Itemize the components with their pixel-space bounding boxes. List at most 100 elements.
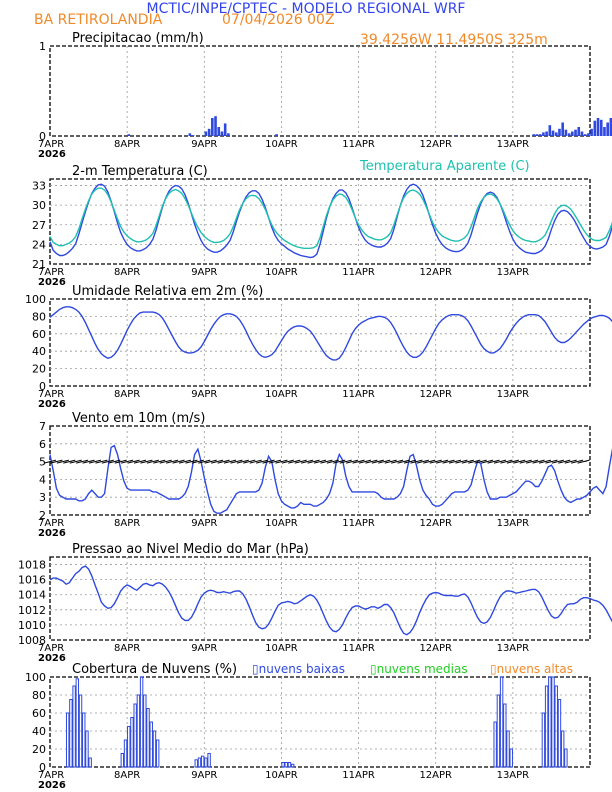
plot-frame — [49, 425, 591, 516]
wind-barb — [281, 459, 294, 464]
wind-barb — [140, 459, 153, 464]
y-tick-label: 0 — [39, 130, 46, 143]
x-tick-label: 9APR — [191, 518, 217, 529]
y-tick-label: 60 — [32, 328, 46, 341]
wind-barb — [442, 459, 455, 464]
plot-frame — [49, 298, 591, 387]
y-tick-label: 2 — [39, 509, 46, 522]
wind-barb — [217, 459, 230, 464]
wind-barb — [384, 459, 397, 464]
wind-barb — [500, 459, 513, 464]
cloud-bar — [136, 694, 141, 768]
wind-barb — [230, 459, 243, 464]
wind-barb — [545, 459, 558, 464]
cloud-bar — [123, 739, 128, 768]
y-tick-label: 1014 — [18, 589, 46, 602]
precip-bar — [561, 122, 564, 136]
wind-barb — [146, 459, 159, 464]
precip-bar — [574, 129, 577, 136]
x-tick-label: 10APR — [265, 139, 298, 150]
y-tick-label: 4 — [39, 473, 46, 486]
wind-barb — [410, 459, 423, 464]
x-tick-label: 10APR — [265, 389, 298, 400]
precip-bar — [606, 122, 609, 136]
wind-barb — [95, 459, 108, 464]
wind-barb — [358, 459, 372, 464]
wind-barb — [294, 459, 307, 464]
cloud-bar — [204, 757, 208, 768]
precip-bar — [551, 130, 555, 136]
cloud-bar — [281, 762, 285, 768]
x-year-label: 2026 — [38, 149, 66, 160]
precip-bar — [207, 128, 211, 136]
precip-bar — [558, 128, 561, 136]
y-tick-label: 27 — [32, 219, 46, 232]
legend-low-clouds: ▯nuvens baixas — [252, 662, 345, 676]
cloud-bar — [146, 708, 150, 768]
y-tick-label: 1016 — [18, 574, 46, 587]
cloud-bar — [72, 685, 76, 768]
wind-barb — [429, 459, 442, 464]
precip-bar — [275, 134, 278, 136]
wind-barb — [268, 459, 282, 464]
precip-bar — [211, 118, 214, 136]
y-tick-label: 40 — [32, 725, 46, 738]
x-tick-label: 13APR — [497, 389, 530, 400]
y-tick-label: 0 — [39, 761, 46, 774]
y-tick-label: 100 — [25, 293, 46, 306]
plot-frame — [49, 676, 591, 768]
wind-barb — [108, 459, 121, 464]
precip-bar — [590, 128, 593, 136]
plot-frame — [49, 556, 591, 641]
cloud-bar — [509, 748, 513, 768]
y-tick-label: 7 — [39, 420, 46, 433]
x-tick-label: 10APR — [265, 643, 298, 654]
wind-barb — [513, 459, 526, 464]
wind-barb — [211, 459, 224, 464]
precip-bar — [596, 118, 600, 136]
panel-4 — [49, 556, 612, 641]
x-tick-label: 8APR — [114, 267, 140, 278]
cloud-bar — [69, 699, 73, 768]
x-tick-label: 13APR — [497, 643, 530, 654]
precip-bar — [204, 131, 208, 136]
wind-barb — [487, 459, 500, 464]
y-tick-label: 1010 — [18, 619, 46, 632]
precip-bar — [535, 134, 539, 136]
cloud-bar — [65, 712, 70, 768]
x-tick-label: 8APR — [114, 643, 140, 654]
wind-barb — [172, 459, 185, 464]
wind-barb — [275, 459, 288, 464]
panel-5 — [49, 676, 591, 768]
panel-1 — [49, 178, 612, 265]
wind-barb — [50, 459, 63, 464]
x-tick-label: 10APR — [265, 267, 298, 278]
cloud-bar — [82, 712, 86, 768]
x-tick-label: 7APR — [38, 389, 64, 400]
y-tick-label: 5 — [39, 456, 46, 469]
wind-barb — [63, 459, 76, 464]
panel-title: 2-m Temperatura (C) — [72, 164, 208, 179]
y-tick-label: 60 — [32, 707, 46, 720]
x-tick-label: 9APR — [191, 139, 217, 150]
wind-barb — [474, 459, 487, 464]
wind-barb — [436, 459, 449, 464]
y-tick-label: 21 — [32, 258, 46, 271]
cloud-bar — [207, 753, 211, 768]
wind-barb — [76, 459, 89, 464]
wind-barb — [43, 459, 57, 464]
wind-barb — [101, 459, 114, 464]
x-tick-label: 12APR — [419, 267, 452, 278]
precip-bar — [571, 131, 574, 136]
wind-barb — [346, 459, 359, 464]
y-tick-label: 33 — [32, 180, 46, 193]
x-tick-label: 9APR — [191, 643, 217, 654]
y-tick-label: 1012 — [18, 604, 46, 617]
x-tick-label: 9APR — [191, 770, 217, 781]
precip-bar — [580, 131, 584, 136]
location-label: BA RETIROLANDIA — [34, 12, 163, 28]
y-tick-label: 80 — [32, 310, 46, 323]
cloud-bar — [560, 730, 565, 768]
x-tick-label: 12APR — [419, 389, 452, 400]
